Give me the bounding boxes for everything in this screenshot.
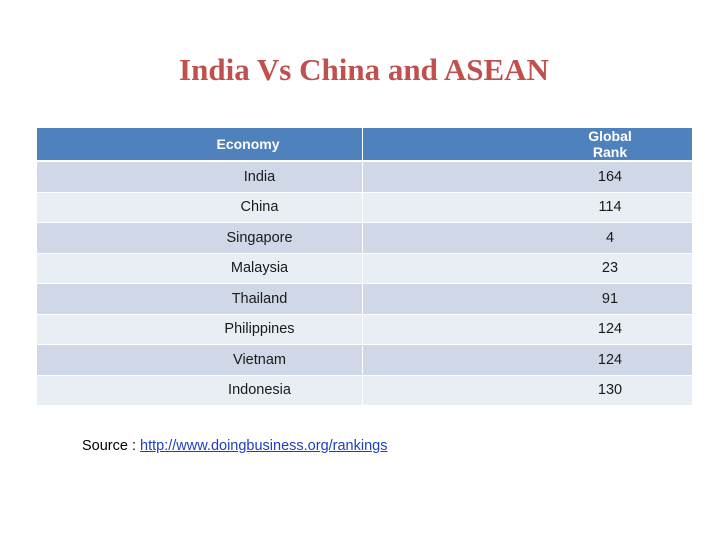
rank-cell: 124	[362, 344, 692, 376]
global-rank-column-header: Global Rank	[362, 128, 692, 162]
table-header-row: Economy Global Rank	[37, 128, 692, 162]
table-row: China 114	[37, 192, 692, 223]
rank-value: 23	[601, 260, 619, 277]
rank-value: 124	[597, 351, 623, 368]
economy-cell: India	[37, 161, 363, 193]
rank-value: 130	[597, 382, 623, 399]
source-citation: Source : http://www.doingbusiness.org/ra…	[82, 438, 387, 454]
table-row: Indonesia 130	[37, 375, 692, 406]
table-row: Vietnam 124	[37, 344, 692, 376]
economy-cell: Thailand	[37, 283, 363, 315]
rank-cell: 4	[362, 222, 692, 254]
table-row: India 164	[37, 161, 692, 193]
rank-value: 4	[605, 229, 615, 246]
slide-title: India Vs China and ASEAN	[179, 52, 549, 87]
rank-cell: 164	[362, 161, 692, 193]
rank-cell: 114	[362, 192, 692, 223]
economy-name: Thailand	[231, 290, 288, 307]
ranking-table: Economy Global Rank India 164 China 114 …	[37, 128, 692, 406]
economy-name: Indonesia	[228, 382, 291, 399]
economy-name: India	[243, 168, 276, 185]
economy-cell: China	[37, 192, 363, 223]
source-prefix: Source :	[82, 438, 141, 454]
rank-cell: 124	[362, 314, 692, 345]
rank-cell: 23	[362, 253, 692, 284]
economy-header-label: Economy	[216, 136, 280, 152]
rank-value: 164	[597, 168, 623, 185]
economy-cell: Vietnam	[37, 344, 363, 376]
economy-name: China	[240, 199, 279, 216]
economy-name: Vietnam	[233, 351, 286, 368]
table-row: Malaysia 23	[37, 253, 692, 284]
economy-cell: Philippines	[37, 314, 363, 345]
rank-cell: 91	[362, 283, 692, 315]
economy-cell: Singapore	[37, 222, 363, 254]
rank-value: 91	[601, 290, 619, 307]
economy-name: Philippines	[224, 321, 295, 338]
table-row: Thailand 91	[37, 283, 692, 315]
economy-name: Malaysia	[230, 260, 289, 277]
economy-cell: Indonesia	[37, 375, 363, 406]
economy-cell: Malaysia	[37, 253, 363, 284]
economy-column-header: Economy	[37, 128, 363, 162]
table-row: Philippines 124	[37, 314, 692, 345]
rank-cell: 130	[362, 375, 692, 406]
global-rank-header-label: Global Rank	[588, 128, 632, 160]
table-row: Singapore 4	[37, 222, 692, 254]
rank-value: 114	[598, 199, 622, 216]
economy-name: Singapore	[226, 229, 293, 246]
source-link[interactable]: http://www.doingbusiness.org/rankings	[140, 438, 388, 454]
rank-value: 124	[597, 321, 623, 338]
